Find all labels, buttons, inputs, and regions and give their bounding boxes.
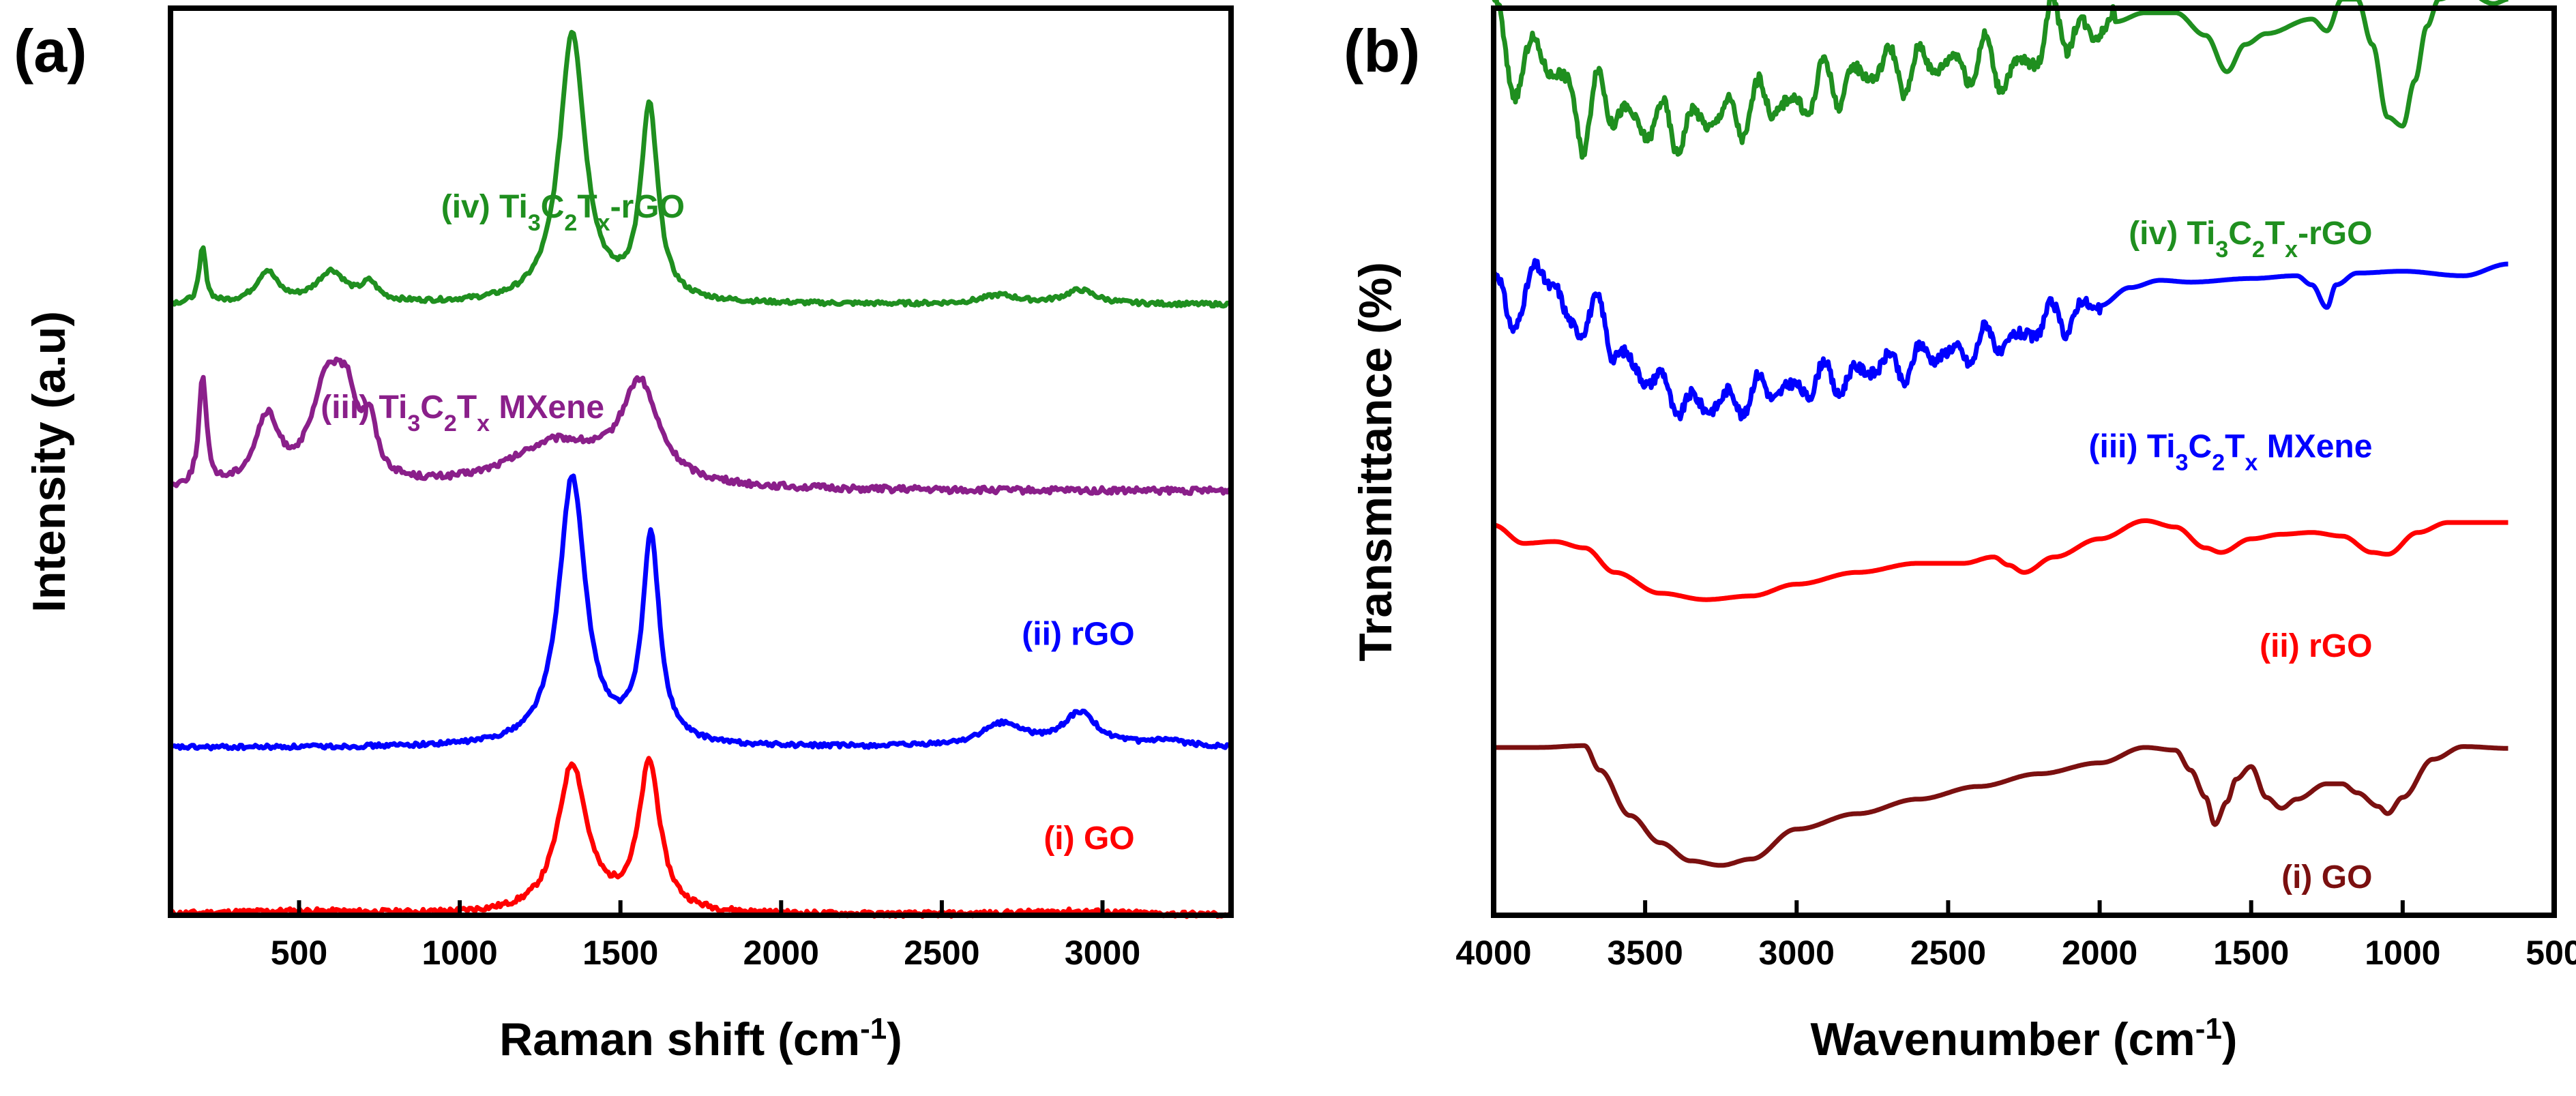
panel-b-series-labels: (i) GO (ii) rGO (iii) Ti3C2Tx MXene (iv) Ti…: [2089, 216, 2373, 895]
series-line: [1492, 518, 2510, 602]
x-tick-label: 500: [271, 934, 327, 972]
x-tick-label: 1000: [2365, 934, 2440, 972]
series-label: (iv) Ti3C2Tx-rGO: [2129, 216, 2372, 263]
series-line: [1492, 0, 2510, 160]
panel-a-y-axis-title: Intensity (a.u): [23, 311, 75, 612]
panel-b-frame: [1491, 5, 2557, 918]
panel-a-x-ticks: 500 1000 1500 2000 2500 3000: [271, 900, 1140, 972]
series-label: (ii) rGO: [1022, 617, 1134, 653]
x-tick-label: 1000: [421, 934, 497, 972]
panel-a-series-labels: (i) GO (ii) rGO (iii) Ti3C2Tx MXene (iv) Ti…: [321, 189, 1134, 857]
series-line: [169, 473, 1232, 752]
x-tick-label: 3000: [1065, 934, 1140, 972]
panel-b-x-ticks: 4000 3500 3000 2500 2000 1500 1000 500: [1455, 900, 2576, 972]
series-line: [1492, 743, 2510, 868]
series-line: [168, 756, 1233, 919]
panel-b-y-axis-title: Transmittance (%): [1350, 262, 1402, 662]
panel-a-x-title-sup: -1: [860, 1012, 887, 1046]
panel-b-ftir: (b) (i) GO (ii) rGO (iii) Ti3C2Tx MXene (iv…: [1344, 0, 2576, 1065]
panel-b-x-title-main: Wavenumber (cm: [1810, 1013, 2195, 1065]
series-line: [1491, 258, 2510, 421]
x-tick-label: 500: [2526, 934, 2576, 972]
series-label: (ii) rGO: [2260, 628, 2372, 664]
series-line: [168, 356, 1234, 497]
x-tick-label: 3500: [1608, 934, 1683, 972]
panel-a-x-title-main: Raman shift (cm: [499, 1013, 860, 1065]
panel-b-x-title-end: ): [2222, 1013, 2238, 1065]
series-label: (iii) Ti3C2Tx MXene: [321, 389, 604, 436]
series-label: (iii) Ti3C2Tx MXene: [2089, 428, 2373, 475]
x-tick-label: 4000: [1455, 934, 1531, 972]
panel-a-label: (a): [14, 17, 87, 85]
panel-b-x-title-sup: -1: [2195, 1012, 2222, 1046]
x-tick-label: 1500: [582, 934, 658, 972]
series-label: (i) GO: [2281, 859, 2372, 895]
panel-a-raman: (a) (i) GO (ii) rGO (iii) Ti3C2Tx MXene (iv…: [14, 5, 1234, 1066]
panel-b-series-group: [1491, 0, 2510, 868]
series-line: [170, 29, 1232, 309]
panel-b-label: (b): [1344, 17, 1420, 85]
x-tick-label: 2000: [743, 934, 819, 972]
x-tick-label: 2500: [904, 934, 979, 972]
x-tick-label: 2500: [1910, 934, 1986, 972]
panel-a-x-axis-title: Raman shift (cm-1): [499, 1012, 902, 1066]
x-tick-label: 3000: [1759, 934, 1835, 972]
panel-b-x-axis-title: Wavenumber (cm-1): [1810, 1012, 2237, 1066]
panel-a-series-group: [168, 29, 1234, 919]
panel-a-frame: [168, 5, 1234, 918]
panel-a-x-title-end: ): [887, 1013, 902, 1065]
x-tick-label: 1500: [2213, 934, 2289, 972]
x-tick-label: 2000: [2062, 934, 2137, 972]
series-label: (iv) Ti3C2Tx-rGO: [441, 189, 685, 236]
series-label: (i) GO: [1043, 820, 1134, 857]
